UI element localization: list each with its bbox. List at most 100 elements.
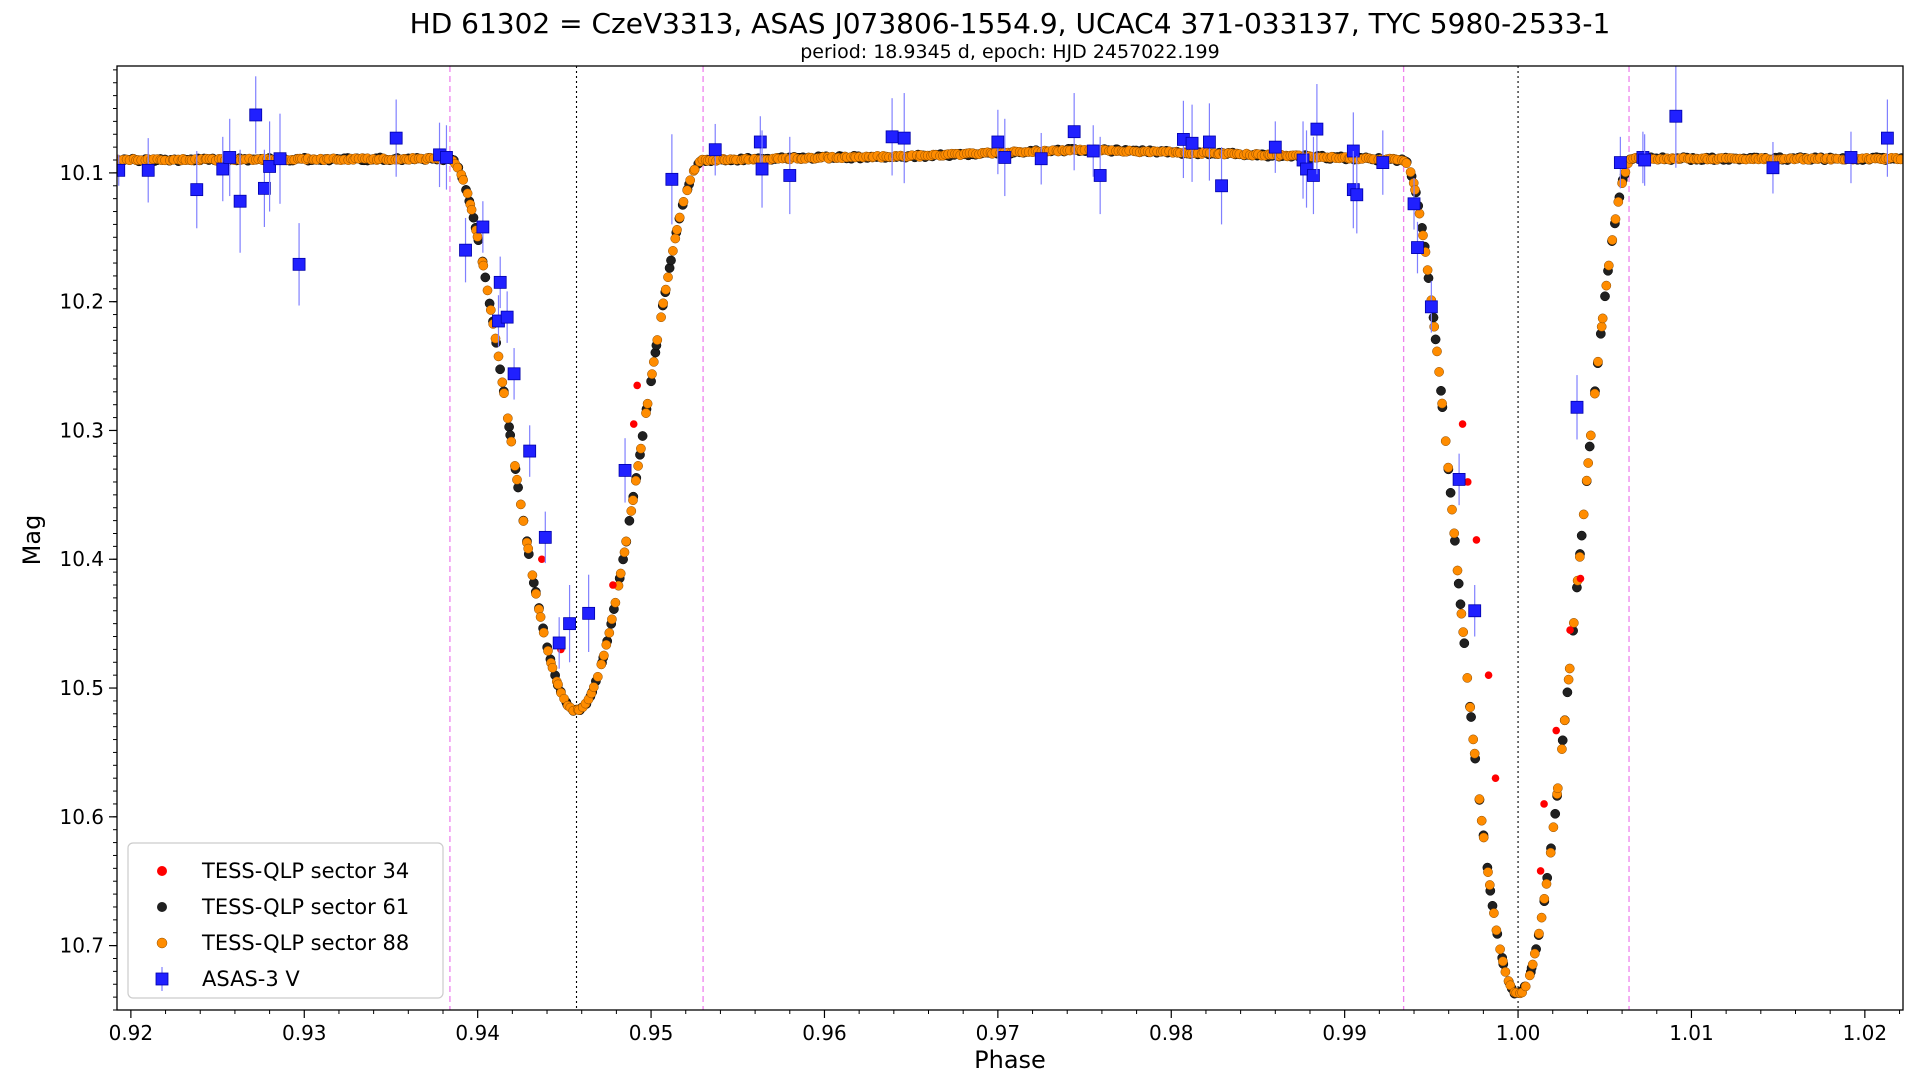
data-point <box>1410 184 1420 195</box>
data-point <box>672 224 682 235</box>
data-point <box>1491 774 1500 782</box>
data-point <box>1307 169 1320 182</box>
data-point <box>1203 135 1216 149</box>
data-point <box>1474 794 1485 804</box>
data-point <box>1455 599 1466 610</box>
data-point <box>223 151 237 164</box>
data-point <box>1578 509 1589 520</box>
data-point <box>1483 867 1493 877</box>
data-point <box>1574 552 1585 562</box>
data-point <box>490 333 501 344</box>
data-point <box>618 463 632 477</box>
data-point <box>495 364 505 375</box>
data-point <box>1601 280 1612 291</box>
data-point <box>1462 673 1473 683</box>
data-point <box>502 413 513 424</box>
data-point <box>1550 808 1561 819</box>
series-group <box>117 66 1894 669</box>
data-point <box>1434 367 1444 377</box>
data-point <box>630 475 641 486</box>
data-point <box>1445 487 1456 498</box>
data-point <box>1534 928 1544 939</box>
data-point <box>257 181 271 195</box>
data-point <box>1638 153 1652 167</box>
data-point <box>117 163 126 177</box>
legend-box <box>127 842 444 999</box>
data-point <box>531 588 541 599</box>
legend-marker <box>157 866 167 876</box>
data-point <box>656 312 666 323</box>
legend-label: ASAS-3 V <box>202 967 300 991</box>
data-point <box>689 164 700 175</box>
data-point <box>629 420 638 428</box>
data-point <box>682 185 693 196</box>
data-point <box>1600 291 1610 302</box>
data-point <box>1527 959 1538 970</box>
data-point <box>604 628 615 638</box>
data-point <box>1268 140 1282 154</box>
data-point <box>1613 197 1624 207</box>
data-point <box>1458 420 1467 428</box>
data-point <box>588 682 599 692</box>
data-point <box>1529 948 1540 959</box>
series-group <box>538 381 1585 875</box>
y-tick-label: 10.3 <box>59 418 104 442</box>
data-point <box>552 636 566 650</box>
data-point <box>1540 800 1548 808</box>
data-point <box>1500 967 1511 977</box>
data-point <box>1570 400 1584 414</box>
data-point <box>647 369 657 379</box>
data-point <box>1607 235 1618 245</box>
data-point <box>619 547 630 558</box>
data-point <box>493 275 507 289</box>
data-point <box>1093 169 1107 182</box>
data-point <box>1844 151 1858 164</box>
data-point <box>1453 578 1464 589</box>
data-point <box>1524 970 1535 981</box>
data-point <box>1557 735 1568 746</box>
legend-label: TESS-QLP sector 61 <box>201 895 409 919</box>
plot-frame <box>116 65 1904 1011</box>
y-axis-label: Mag <box>18 515 46 566</box>
data-point <box>678 196 689 207</box>
data-point <box>466 204 477 215</box>
x-tick-label: 0.99 <box>1322 1021 1367 1045</box>
data-point <box>1593 356 1603 367</box>
data-point <box>685 175 696 186</box>
data-point <box>1067 125 1081 139</box>
data-point <box>665 172 679 186</box>
data-point <box>478 260 489 271</box>
data-point <box>1520 981 1531 992</box>
data-point <box>141 163 155 177</box>
data-point <box>485 305 496 315</box>
data-point <box>1443 462 1454 473</box>
data-point <box>480 272 491 283</box>
data-point <box>1603 260 1614 271</box>
x-tick-label: 1.00 <box>1496 1021 1541 1045</box>
data-point <box>1452 565 1463 576</box>
data-point <box>783 169 797 182</box>
data-point <box>389 131 403 145</box>
data-point <box>1669 109 1683 123</box>
data-point <box>507 367 521 381</box>
data-point <box>1491 925 1502 936</box>
data-point <box>1452 473 1466 486</box>
data-point <box>538 530 552 544</box>
data-point <box>624 515 635 526</box>
data-point <box>1376 156 1390 169</box>
x-tick-label: 1.02 <box>1843 1021 1888 1045</box>
data-point <box>1350 188 1364 202</box>
data-point <box>493 351 504 362</box>
data-point <box>633 381 641 390</box>
data-point <box>538 627 549 638</box>
data-point <box>512 474 522 485</box>
chart-title: HD 61302 = CzeV3313, ASAS J073806-1554.9… <box>410 7 1611 40</box>
data-point <box>601 639 612 650</box>
data-point <box>249 108 263 122</box>
data-point <box>991 135 1005 149</box>
data-point <box>1498 956 1508 967</box>
x-tick-label: 0.94 <box>455 1021 500 1045</box>
data-point <box>609 581 617 589</box>
data-point <box>1466 712 1476 722</box>
